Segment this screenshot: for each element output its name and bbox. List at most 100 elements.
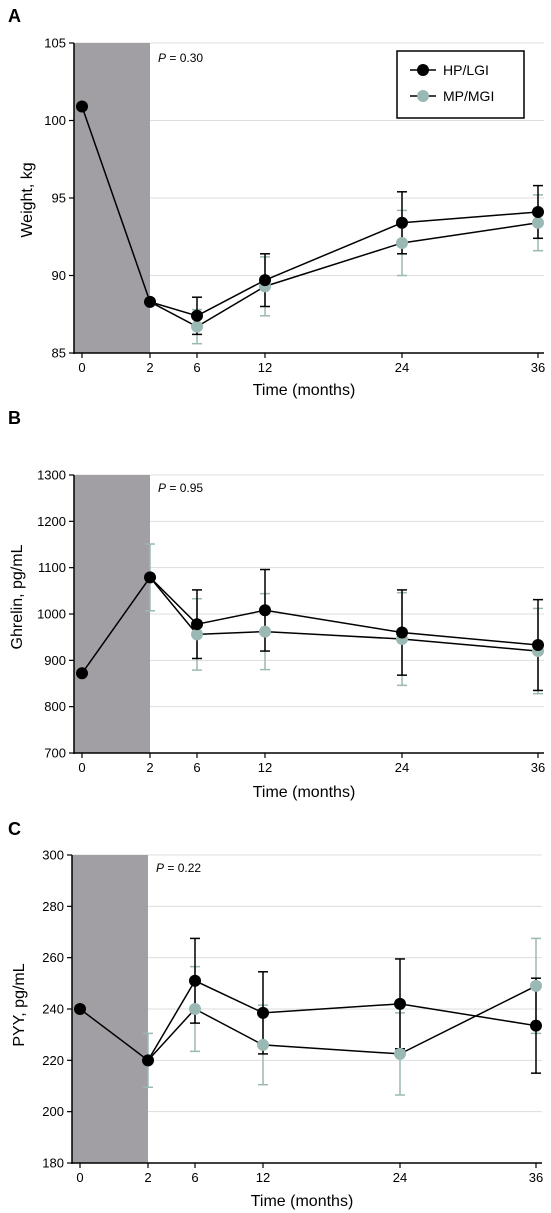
chart-b-ytick-label: 1000	[37, 607, 66, 622]
chart-c-mp-point	[394, 1047, 406, 1060]
chart-b-mp-point	[259, 625, 271, 638]
chart-a-mp-point	[396, 236, 408, 249]
chart-c-ylabel: PYY, pg/mL	[11, 963, 28, 1046]
chart-a-ytick-label: 100	[44, 113, 66, 128]
chart-a-p-text: = 0.30	[166, 51, 203, 65]
chart-a-ylabel: Weight, kg	[19, 162, 36, 237]
legend-mp-marker	[417, 90, 429, 102]
chart-b-hp-line	[81, 576, 539, 674]
chart-a-ytick-label: 95	[52, 191, 66, 206]
chart-c-hp-point	[530, 1019, 542, 1032]
chart-c-p-text: = 0.22	[164, 861, 201, 875]
chart-b-hp-point	[259, 604, 271, 617]
chart-b-xtick-label: 0	[78, 760, 85, 775]
chart-b-hp-point	[532, 639, 544, 652]
panel-c-letter: C	[8, 819, 21, 839]
chart-a-mp-line	[149, 222, 539, 328]
chart-a-p-value: P = 0.30	[158, 51, 203, 65]
chart-a-hp-point	[396, 216, 408, 229]
chart-a-xtick-label: 6	[193, 360, 200, 375]
chart-a-ytick-label: 90	[52, 268, 66, 283]
chart-b-ytick-label: 1200	[37, 514, 66, 529]
chart-c-xtick-label: 12	[256, 1170, 270, 1185]
legend: HP/LGI MP/MGI	[396, 50, 525, 119]
legend-mp-label: MP/MGI	[443, 88, 494, 104]
chart-a-grid	[74, 42, 544, 276]
chart-c-mp-line	[147, 985, 537, 1061]
chart-c-xtick-label: 2	[144, 1170, 151, 1185]
legend-hp-marker	[417, 64, 429, 76]
chart-c-mp-point	[257, 1038, 269, 1051]
chart-a-svg: 85 90 95 100 105 0 2 6 12 24 36 A P = 0.30 Time (…	[8, 6, 545, 399]
chart-a-xtick-label: 12	[258, 360, 272, 375]
chart-c-hp-point	[394, 997, 406, 1010]
chart-b-mp-point	[191, 628, 203, 641]
chart-a-y-ticks: 85 90 95 100 105	[44, 36, 74, 361]
chart-a-hp-line	[81, 106, 539, 317]
chart-a-xtick-label: 2	[146, 360, 153, 375]
chart-b-svg: 700 800 900 1000 1100 1200 1300 0 2 6 12 24 36 B P …	[8, 408, 545, 801]
chart-b-p-text: = 0.95	[166, 481, 203, 495]
chart-c-hp-point	[142, 1054, 154, 1067]
chart-b-ytick-label: 800	[44, 699, 66, 714]
chart-c-ytick-label: 300	[42, 848, 64, 863]
chart-a-x-ticks: 0 2 6 12 24 36	[78, 353, 545, 375]
chart-c-xtick-label: 36	[529, 1170, 543, 1185]
chart-c-hp-line	[79, 979, 537, 1062]
chart-b-xtick-label: 12	[258, 760, 272, 775]
chart-a-shaded-region	[74, 43, 150, 353]
chart-a-hp-point	[144, 295, 156, 308]
chart-b-ylabel: Ghrelin, pg/mL	[9, 544, 26, 649]
chart-c-ytick-label: 220	[42, 1053, 64, 1068]
chart-b-ytick-label: 1100	[38, 560, 66, 575]
chart-a-ytick-label: 105	[44, 36, 66, 51]
chart-c-p-symbol: P	[156, 861, 164, 875]
chart-a-xtick-label: 0	[78, 360, 85, 375]
chart-c-svg: 180 200 220 240 260 280 300 0 2 6 12 24 36 C P = 0.…	[8, 819, 543, 1210]
chart-a-hp-point	[259, 274, 271, 287]
chart-b-hp-point	[76, 667, 88, 680]
chart-c-xtick-label: 0	[76, 1170, 83, 1185]
chart-b-p-symbol: P	[158, 481, 166, 495]
chart-c-ytick-label: 280	[42, 899, 64, 914]
chart-b-xtick-label: 2	[146, 760, 153, 775]
chart-a-mp-point	[532, 216, 544, 229]
chart-c-y-ticks: 180 200 220 240 260 280 300	[42, 848, 72, 1171]
chart-c-hp-point	[74, 1003, 86, 1015]
chart-c-series	[74, 937, 542, 1096]
chart-a-hp-point	[532, 205, 544, 218]
legend-box	[396, 50, 525, 119]
chart-c-grid	[72, 854, 542, 1113]
chart-c-x-ticks: 0 2 6 12 24 36	[76, 1163, 543, 1185]
chart-b-series	[76, 543, 544, 695]
chart-b-xtick-label: 24	[395, 760, 409, 775]
chart-c-hp-point	[257, 1006, 269, 1019]
chart-a-xtick-label: 36	[531, 360, 545, 375]
chart-b-ytick-label: 1300	[37, 468, 66, 483]
chart-b-xtick-label: 36	[531, 760, 545, 775]
panel-c: 180 200 220 240 260 280 300 0 2 6 12 24 36 C P = 0.…	[0, 810, 551, 1213]
chart-b-hp-point	[144, 571, 156, 584]
chart-b-hp-point	[191, 618, 203, 631]
panel-b-letter: B	[8, 408, 21, 428]
chart-b-shaded-region	[74, 475, 150, 753]
panel-b: 700 800 900 1000 1100 1200 1300 0 2 6 12 24 36 B P …	[0, 400, 551, 810]
chart-b-grid	[74, 474, 544, 708]
chart-c-ytick-label: 180	[42, 1156, 64, 1171]
chart-b-ytick-label: 700	[44, 746, 66, 761]
chart-c-hp-point	[189, 974, 201, 987]
chart-c-xlabel: Time (months)	[251, 1193, 354, 1210]
chart-c-ytick-label: 240	[42, 1002, 64, 1017]
chart-c-mp-point	[530, 979, 542, 992]
chart-a-mp-point	[191, 320, 203, 333]
chart-b-xlabel: Time (months)	[253, 784, 356, 801]
panel-a-letter: A	[8, 6, 21, 26]
chart-b-x-ticks: 0 2 6 12 24 36	[78, 753, 545, 775]
chart-b-ytick-label: 900	[44, 653, 66, 668]
chart-c-ytick-label: 200	[42, 1104, 64, 1119]
chart-c-ytick-label: 260	[42, 950, 64, 965]
chart-a-series	[76, 100, 544, 345]
chart-b-xtick-label: 6	[193, 760, 200, 775]
legend-hp-label: HP/LGI	[443, 62, 489, 78]
chart-a-xtick-label: 24	[395, 360, 409, 375]
